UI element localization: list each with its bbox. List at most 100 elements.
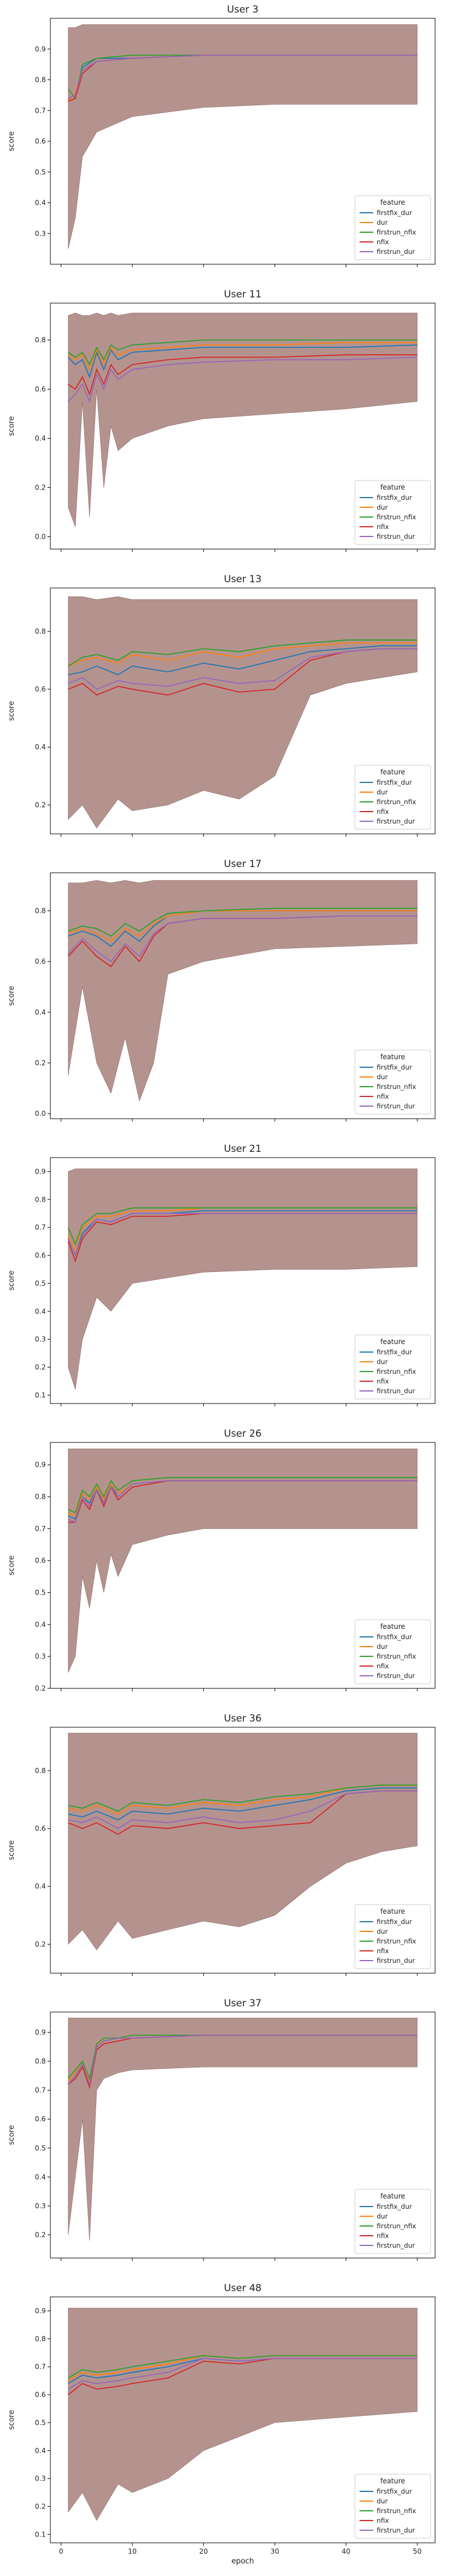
legend-entry: firstrun_dur [377, 1957, 415, 1965]
chart-panel: User 370.20.30.40.50.60.70.80.9scorefeat… [7, 1998, 435, 2261]
y-tick-label: 0.6 [35, 957, 46, 965]
y-tick-label: 0.3 [35, 1652, 46, 1660]
legend-entry: firstrun_nfix [377, 513, 416, 521]
y-tick-label: 0.5 [35, 2419, 46, 2427]
y-axis-label: score [7, 132, 16, 152]
x-tick-label: 50 [413, 2547, 421, 2555]
legend-title: feature [380, 1907, 405, 1915]
y-tick-label: 0.4 [35, 1882, 46, 1890]
x-tick-label: 0 [59, 2547, 64, 2555]
chart-panel: User 360.20.40.60.8scorefeaturefirstfix_… [7, 1713, 435, 1976]
chart-title: User 13 [224, 574, 262, 585]
y-tick-label: 0.6 [35, 1557, 46, 1565]
y-tick-label: 0.0 [35, 533, 46, 541]
y-tick-label: 0.5 [35, 168, 46, 176]
legend-entry: dur [377, 788, 388, 796]
legend-entry: firstrun_dur [377, 2526, 415, 2534]
legend-entry: dur [377, 2212, 388, 2220]
legend-entry: firstrun_nfix [377, 1937, 416, 1945]
y-tick-label: 0.8 [35, 76, 46, 84]
y-tick-label: 0.4 [35, 1008, 46, 1016]
legend-entry: firstrun_dur [377, 1672, 415, 1680]
legend-entry: nfix [377, 238, 389, 246]
chart-title: User 3 [227, 4, 259, 15]
y-tick-label: 0.8 [35, 1767, 46, 1775]
legend-entry: firstrun_nfix [377, 2507, 416, 2515]
y-tick-label: 0.3 [35, 1335, 46, 1343]
y-tick-label: 0.6 [35, 2391, 46, 2399]
chart-panel: User 30.30.40.50.60.70.80.9scorefeaturef… [7, 4, 435, 267]
legend-entry: firstfix_dur [377, 778, 412, 786]
legend-title: feature [380, 483, 405, 491]
chart-panel: User 26 0.2 0.3 0.4 0.5 0.6 0.7 0.8 0.9 score feat… [7, 1428, 435, 1692]
legend-entry: dur [377, 2497, 388, 2505]
legend-entry: dur [377, 503, 388, 511]
y-tick-label: 0.2 [35, 1684, 46, 1692]
y-tick-label: 0.5 [35, 1279, 46, 1287]
y-tick-label: 0.6 [35, 137, 46, 145]
legend-entry: firstfix_dur [377, 1918, 412, 1926]
y-tick-label: 0.9 [35, 2307, 46, 2315]
y-axis-label: score [7, 2410, 16, 2430]
y-tick-label: 0.1 [35, 2530, 46, 2538]
y-tick-label: 0.2 [35, 1940, 46, 1948]
legend: featurefirstfix_durdurfirstrun_nfixnfixf… [355, 2474, 431, 2538]
y-tick-label: 0.8 [35, 2335, 46, 2343]
legend: featurefirstfix_durdurfirstrun_nfixnfixf… [355, 196, 431, 260]
y-tick-label: 0.9 [35, 1461, 46, 1469]
legend-entry: firstrun_nfix [377, 1083, 416, 1091]
y-tick-label: 0.3 [35, 2202, 46, 2210]
y-tick-label: 0.9 [35, 2028, 46, 2036]
y-tick-label: 0.9 [35, 1167, 46, 1175]
legend: featurefirstfix_durdurfirstrun_nfixnfixf… [355, 1620, 431, 1684]
legend-entry: nfix [377, 1377, 389, 1385]
y-axis-label: score [7, 1556, 16, 1576]
y-tick-label: 0.3 [35, 2475, 46, 2483]
y-axis-label: score [7, 416, 16, 436]
chart-panel: User 130.20.40.60.8scorefeaturefirstfix_… [7, 574, 435, 837]
chart-title: User 17 [224, 858, 262, 870]
legend-entry: firstrun_dur [377, 248, 415, 256]
legend-entry: firstrun_nfix [377, 798, 416, 806]
legend: feature firstfix_durdur firstrun_nfixnfix f… [355, 1905, 431, 1969]
y-tick-label: 0.8 [35, 627, 46, 635]
y-axis-label: score [7, 1840, 16, 1861]
legend-entry: dur [377, 1927, 388, 1935]
x-tick-label: 20 [199, 2547, 208, 2555]
legend-title: feature [380, 1338, 405, 1346]
legend-entry: nfix [377, 2517, 389, 2525]
legend-entry: nfix [377, 1092, 389, 1100]
y-tick-label: 0.8 [35, 907, 46, 915]
legend-entry: nfix [377, 1947, 389, 1955]
y-axis-label: score [7, 701, 16, 721]
legend-entry: firstfix_dur [377, 494, 412, 502]
y-tick-label: 0.7 [35, 2086, 46, 2094]
y-tick-label: 0.1 [35, 1391, 46, 1399]
chart-title: User 11 [224, 289, 262, 300]
y-tick-label: 0.4 [35, 199, 46, 207]
legend-entry: firstfix_dur [377, 1348, 412, 1356]
legend-entry: nfix [377, 808, 389, 816]
y-tick-label: 0.7 [35, 106, 46, 114]
chart-title: User 36 [224, 1713, 262, 1724]
y-tick-label: 0.6 [35, 685, 46, 693]
chart-panel: User 110.00.20.40.60.8scorefeaturefirstf… [7, 289, 435, 552]
legend-entry: firstrun_dur [377, 1102, 415, 1110]
y-tick-label: 0.2 [35, 484, 46, 492]
legend-entry: nfix [377, 1662, 389, 1670]
y-tick-label: 0.8 [35, 1493, 46, 1501]
legend-entry: dur [377, 1358, 388, 1366]
y-tick-label: 0.4 [35, 1307, 46, 1315]
legend-entry: firstrun_dur [377, 2241, 415, 2249]
y-axis-label: score [7, 1271, 16, 1291]
y-tick-label: 0.4 [35, 743, 46, 751]
y-tick-label: 0.8 [35, 1195, 46, 1203]
legend: featurefirstfix_durdurfirstrun_nfixnfixf… [355, 480, 431, 544]
legend-title: feature [380, 1623, 405, 1631]
legend-entry: dur [377, 218, 388, 226]
legend-title: feature [380, 1053, 405, 1061]
legend: featurefirstfix_durdurfirstrun_nfixnfixf… [355, 1050, 431, 1114]
x-tick-label: 40 [342, 2547, 350, 2555]
